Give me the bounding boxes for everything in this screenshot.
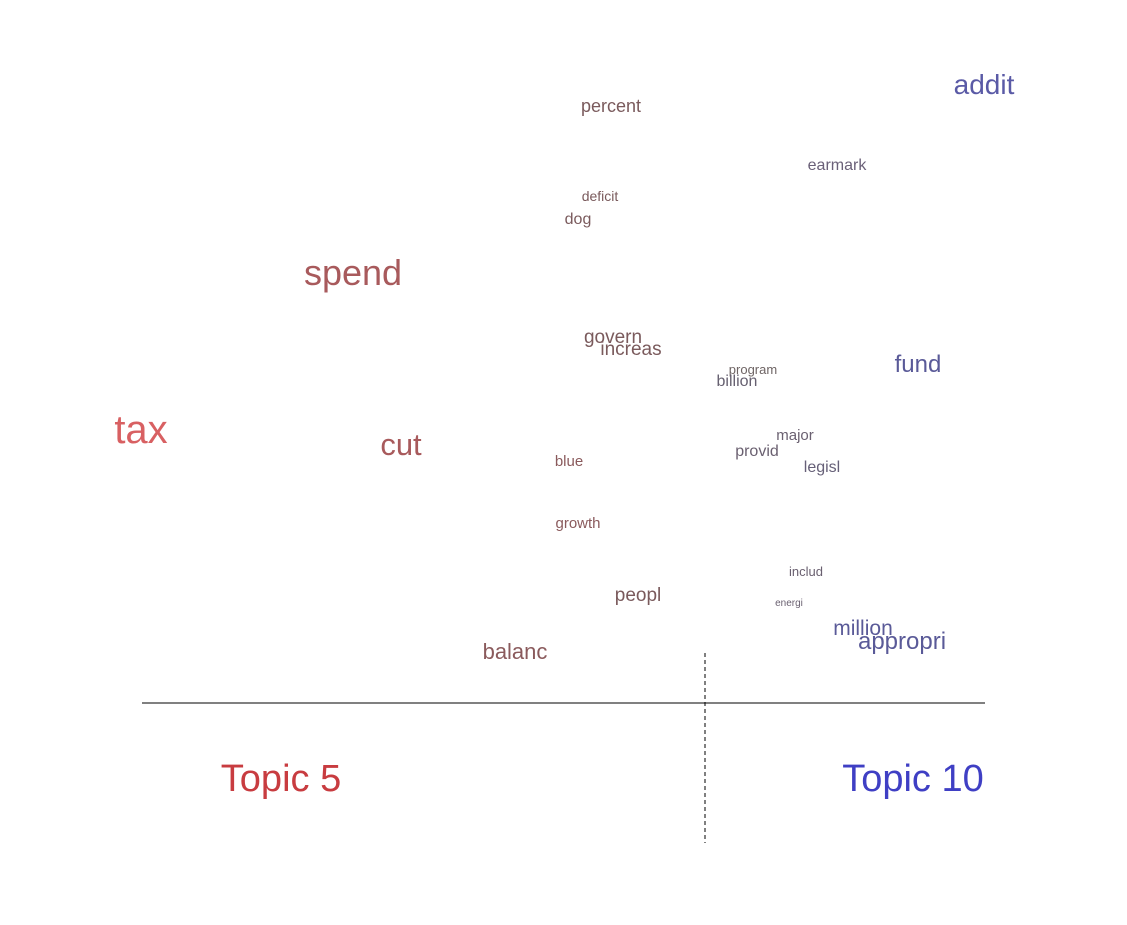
word-label-earmark: earmark (808, 157, 868, 174)
word-label-cut: cut (380, 427, 422, 462)
word-label-addit: addit (954, 69, 1015, 100)
word-label-program: program (729, 362, 777, 377)
word-label-includ: includ (789, 564, 823, 579)
word-label-provid: provid (735, 443, 779, 460)
word-label-dog: dog (565, 211, 592, 228)
word-label-appropri: appropri (858, 628, 946, 655)
word-label-balanc: balanc (483, 639, 548, 664)
word-label-increas: increas (600, 339, 661, 360)
word-label-tax: tax (114, 408, 167, 452)
word-label-million: million (833, 617, 893, 640)
word-label-energi: energi (775, 598, 803, 609)
words-layer: addit percent earmark deficit dog spend govern… (114, 69, 1014, 664)
word-label-deficit: deficit (582, 188, 619, 204)
word-label-major: major (776, 427, 814, 444)
topic-label-1: Topic 5 (221, 758, 341, 800)
word-label-blue: blue (555, 453, 583, 470)
word-label-growth: growth (555, 515, 600, 532)
word-label-legisl: legisl (804, 459, 840, 476)
word-label-peopl: peopl (615, 585, 662, 606)
word-label-spend: spend (304, 252, 402, 293)
word-label-percent: percent (581, 96, 641, 116)
word-label-govern: govern (584, 327, 642, 348)
topic-label-2: Topic 10 (842, 758, 984, 800)
word-label-billion: billion (717, 373, 758, 390)
word-label-fund: fund (895, 351, 942, 378)
topics-layer: Topic 5 Topic 10 (221, 758, 984, 800)
